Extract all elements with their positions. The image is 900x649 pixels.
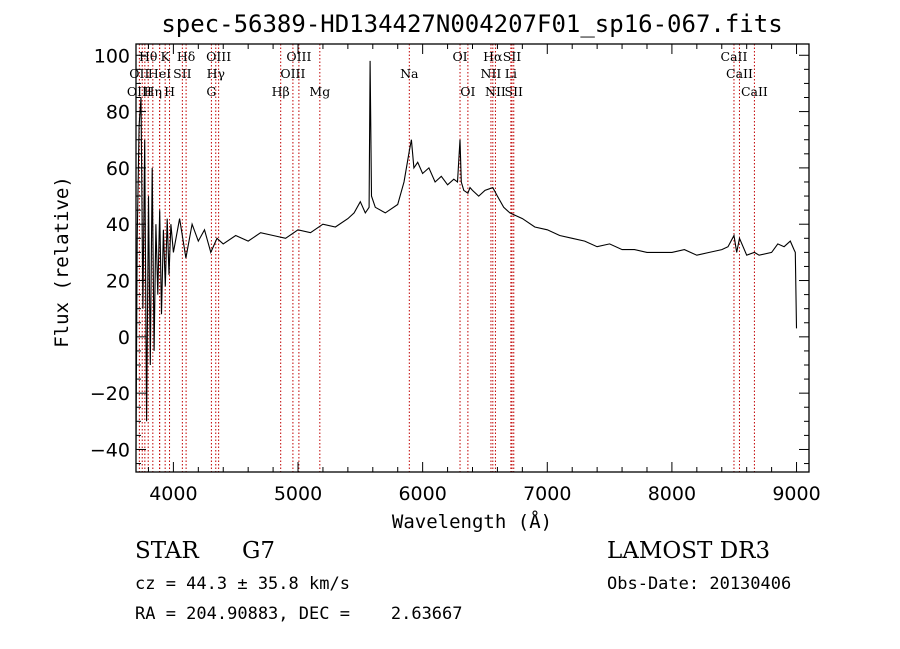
- spectral-line-label: K: [160, 49, 170, 64]
- spectral-line-label: OII: [129, 66, 149, 81]
- spectral-line-label: NII: [485, 84, 506, 99]
- spectral-line-label: NII: [481, 66, 502, 81]
- spectral-line-label: Li: [505, 66, 517, 81]
- y-tick-label: 0: [118, 327, 130, 349]
- y-tick-label: −40: [90, 439, 130, 461]
- object-class: STAR: [135, 538, 199, 564]
- x-tick-label: 6000: [398, 483, 446, 505]
- flux-series-line: [135, 60, 798, 450]
- spectral-line-label: Hγ: [207, 66, 225, 81]
- y-tick-label: 80: [106, 102, 130, 124]
- x-tick-label: 4000: [149, 483, 197, 505]
- spectral-line-label: CaII: [726, 66, 753, 81]
- y-tick-label: 100: [94, 45, 130, 67]
- spectral-line-label: Hβ: [272, 84, 290, 99]
- spectral-line-label: OIII: [206, 49, 231, 64]
- x-tick-label: 7000: [523, 483, 571, 505]
- x-tick-label: 8000: [648, 483, 696, 505]
- x-tick-label: 9000: [772, 483, 820, 505]
- spectral-line-label: Hα: [483, 49, 503, 64]
- spectral-line-label: Hθ: [139, 49, 157, 64]
- spectral-line-label: SII: [505, 84, 524, 99]
- spectral-line-label: CaII: [741, 84, 768, 99]
- object-subclass: G7: [242, 538, 276, 564]
- spectral-line-label: OIII: [286, 49, 311, 64]
- spectral-line-label: OI: [452, 49, 467, 64]
- axis-tick-labels: 4000 5000 6000 7000 8000 9000 100 80 60 40 20 0 −20 −…: [90, 45, 821, 505]
- chart-title: spec-56389-HD134427N004207F01_sp16-067.f…: [161, 10, 782, 38]
- x-axis-label: Wavelength (Å): [392, 510, 552, 533]
- y-tick-label: 40: [106, 214, 130, 236]
- y-tick-label: 60: [106, 158, 130, 180]
- spectral-line-label: OI: [460, 84, 475, 99]
- plot-frame: [135, 43, 810, 473]
- observation-date: Obs-Date: 20130406: [607, 574, 792, 594]
- survey-name: LAMOST DR3: [607, 538, 771, 564]
- x-tick-label: 5000: [274, 483, 322, 505]
- redshift-velocity: cz = 44.3 ± 35.8 km/s: [135, 574, 350, 594]
- spectral-line-label: OIII: [280, 66, 305, 81]
- sky-coordinates: RA = 204.90883, DEC = 2.63667: [135, 604, 463, 624]
- spectral-line-label: Hη: [144, 84, 162, 99]
- spectral-line-markers: [138, 44, 755, 472]
- spectral-line-label: Na: [400, 66, 419, 81]
- spectral-line-label: Mg: [309, 84, 330, 99]
- spectral-line-label: CaII: [721, 49, 748, 64]
- y-tick-label: −20: [90, 383, 130, 405]
- spectral-line-label: HeI: [148, 66, 171, 81]
- axis-ticks: [136, 44, 809, 472]
- y-tick-label: 20: [106, 271, 130, 293]
- spectral-line-label: SII: [173, 66, 192, 81]
- spectral-line-label: SII: [503, 49, 522, 64]
- y-axis-label: Flux (relative): [51, 176, 73, 348]
- spectral-line-label: H: [164, 84, 175, 99]
- spectral-line-label: Hδ: [177, 49, 195, 64]
- spectral-line-label: G: [206, 84, 216, 99]
- spectral-line-label: OIII: [127, 84, 152, 99]
